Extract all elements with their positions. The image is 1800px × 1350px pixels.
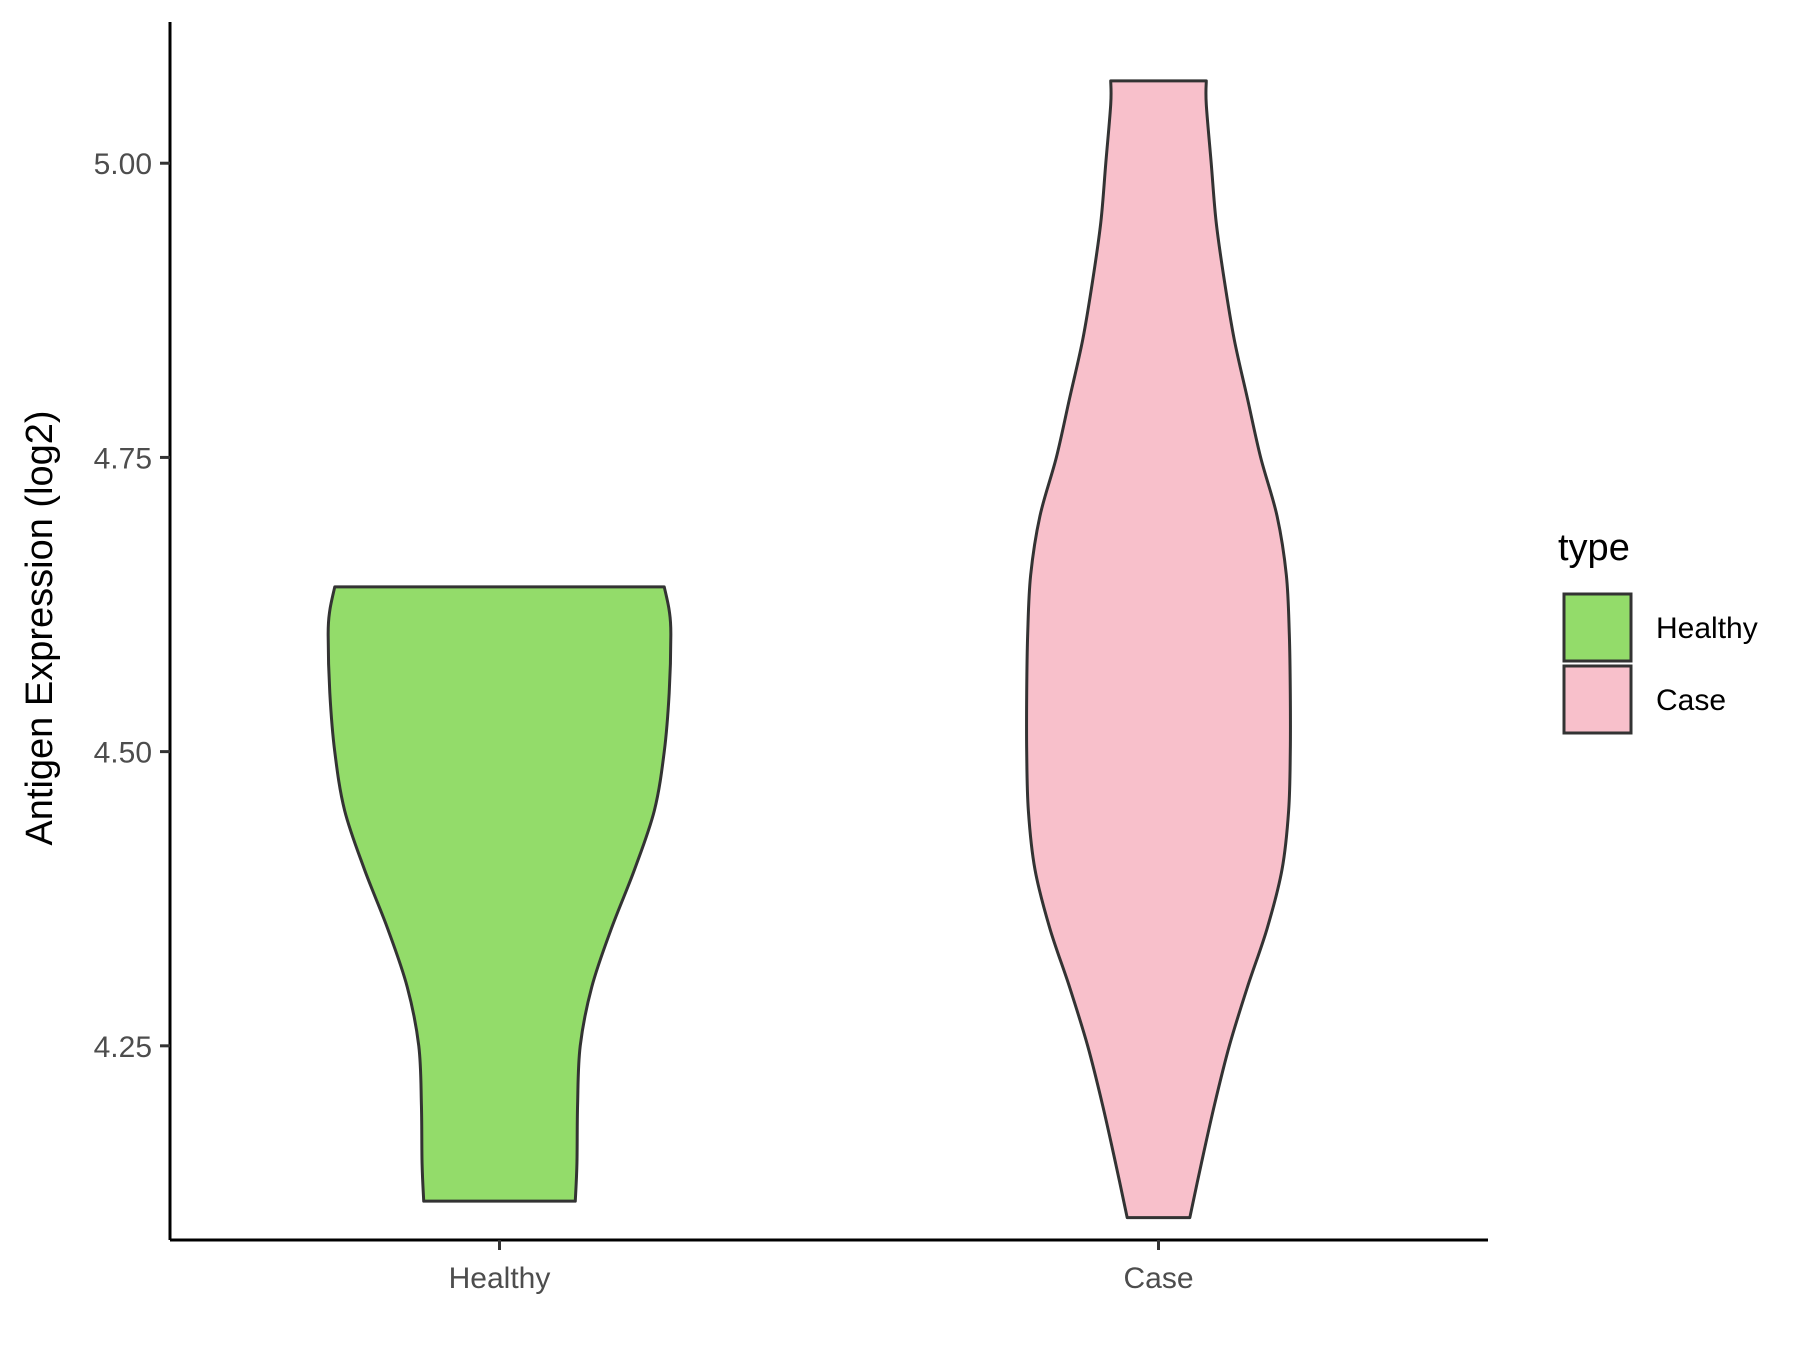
x-axis: Healthy Case [170,1238,1488,1295]
y-tick-label: 5.00 [94,148,152,181]
violin-case [1025,79,1292,1220]
legend-swatch-healthy [1562,592,1633,663]
x-tick-label: Healthy [449,1262,551,1295]
violins [326,79,1292,1220]
y-tick-label: 4.75 [94,442,152,475]
legend-label-healthy: Healthy [1656,612,1758,645]
violin-healthy [326,585,673,1203]
legend-label-case: Case [1656,684,1726,717]
y-tick-label: 4.50 [94,737,152,770]
legend-title: type [1558,527,1630,569]
y-axis-title: Antigen Expression (log2) [19,410,61,845]
legend: type Healthy Case [1558,527,1758,735]
legend-swatch-case [1562,664,1633,735]
x-tick-label: Case [1123,1262,1193,1295]
y-tick-label: 4.25 [94,1031,152,1064]
y-axis: 4.25 4.50 4.75 5.00 [94,22,172,1240]
